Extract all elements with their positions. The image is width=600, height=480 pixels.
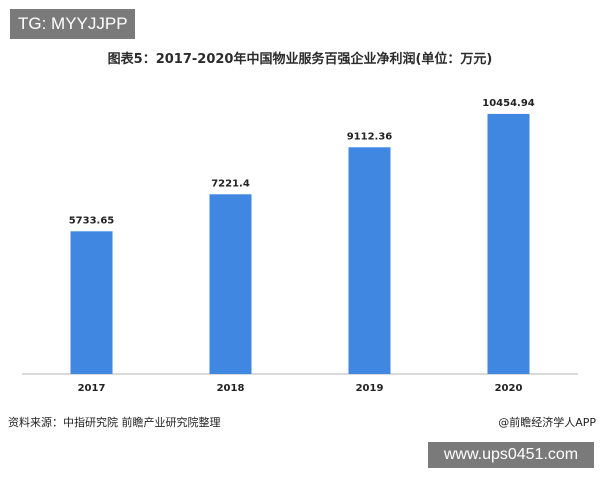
x-tick-label-2018: 2018 [217, 383, 245, 394]
chart-title: 图表5：2017-2020年中国物业服务百强企业净利润(单位：万元) [107, 52, 493, 67]
x-tick-labels-group: 2017 2018 2019 2020 [78, 383, 523, 394]
value-label-2020: 10454.94 [482, 98, 535, 109]
x-tick-label-2017: 2017 [78, 383, 106, 394]
bar-2018 [209, 194, 252, 374]
value-label-2017: 5733.65 [69, 215, 115, 226]
bar-2019 [348, 147, 391, 374]
credit-note: @前瞻经济学人APP [498, 416, 596, 429]
value-label-2018: 7221.4 [211, 178, 250, 189]
url-badge: www.ups0451.com [428, 442, 594, 468]
tg-badge: TG: MYYJJPP [10, 9, 135, 39]
bar-2020 [487, 113, 530, 375]
bar-2017 [70, 231, 113, 374]
value-label-2019: 9112.36 [347, 131, 393, 142]
value-labels-group: 5733.65 7221.4 9112.36 10454.94 [69, 98, 535, 226]
x-tick-label-2019: 2019 [356, 383, 384, 394]
x-tick-label-2020: 2020 [495, 383, 523, 394]
source-note: 资料来源：中指研究院 前瞻产业研究院整理 [8, 416, 221, 429]
bars-group [70, 113, 530, 375]
